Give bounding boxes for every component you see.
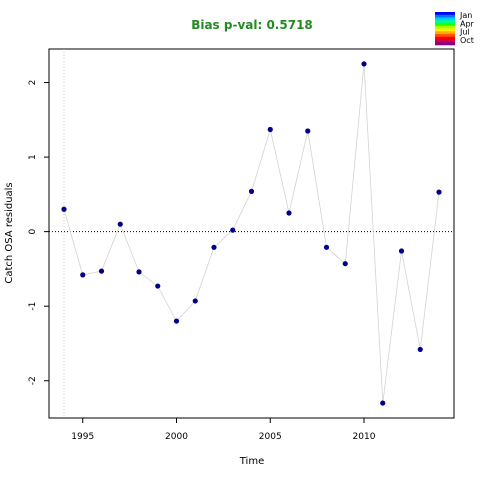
chart-title: Bias p-val: 0.5718 bbox=[191, 18, 313, 32]
data-point-2004 bbox=[248, 188, 255, 194]
x-tick-label-2005: 2005 bbox=[259, 432, 282, 442]
legend-color-band bbox=[435, 17, 455, 21]
plot-frame bbox=[48, 48, 455, 419]
x-axis-label: Time bbox=[239, 456, 264, 467]
legend-color-band bbox=[435, 28, 455, 32]
y-axis: -2 -1 0 1 2 bbox=[28, 80, 49, 385]
data-point-2009 bbox=[342, 261, 348, 267]
data-point-2006 bbox=[286, 210, 292, 216]
data-point-2000 bbox=[173, 318, 180, 324]
legend-color-band bbox=[435, 25, 455, 29]
legend-label-apr: Apr bbox=[460, 19, 475, 28]
data-point-1997 bbox=[117, 221, 123, 227]
data-point-2002 bbox=[211, 244, 217, 250]
residual-line bbox=[63, 63, 440, 404]
x-axis: 1995 2000 2005 2010 bbox=[71, 418, 376, 442]
x-tick-label-2010: 2010 bbox=[353, 432, 376, 442]
data-point-1994 bbox=[61, 206, 67, 212]
y-tick-label-0: 0 bbox=[28, 229, 38, 235]
data-point-2010 bbox=[361, 61, 367, 67]
legend-label-jan: Jan bbox=[459, 11, 472, 20]
data-point-1996 bbox=[98, 268, 105, 274]
data-point-2013 bbox=[417, 346, 423, 353]
data-point-1995 bbox=[80, 272, 86, 278]
y-tick-label-2: 2 bbox=[28, 80, 38, 86]
y-tick-label-1: 1 bbox=[28, 154, 38, 160]
data-point-2007 bbox=[305, 128, 311, 134]
x-tick-label-2000: 2000 bbox=[165, 432, 188, 442]
legend-color-band bbox=[435, 20, 455, 24]
data-point-1999 bbox=[155, 283, 161, 289]
legend-color-band bbox=[435, 14, 455, 18]
y-axis-label: Catch OSA residuals bbox=[4, 182, 15, 283]
data-point-2012 bbox=[398, 248, 405, 254]
legend-color-band bbox=[435, 31, 455, 35]
data-points bbox=[61, 61, 442, 406]
data-point-2005 bbox=[267, 126, 273, 133]
data-point-2014 bbox=[436, 189, 442, 195]
data-point-1998 bbox=[136, 269, 142, 275]
legend-color-band bbox=[435, 42, 455, 46]
legend-color-band bbox=[435, 39, 455, 43]
data-point-2008 bbox=[323, 244, 330, 250]
legend-label-jul: Jul bbox=[459, 28, 470, 37]
x-tick-label-1995: 1995 bbox=[71, 432, 94, 442]
legend-color-band bbox=[435, 23, 455, 27]
legend-color-band bbox=[435, 36, 455, 40]
data-point-2003 bbox=[230, 227, 236, 233]
y-tick-label--2: -2 bbox=[28, 376, 38, 385]
y-tick-label--1: -1 bbox=[28, 302, 38, 311]
series-line bbox=[63, 63, 440, 404]
data-point-2011 bbox=[380, 400, 386, 406]
data-point-2001 bbox=[192, 298, 198, 304]
legend-color-band bbox=[435, 34, 455, 38]
legend-color-band bbox=[435, 12, 455, 16]
legend-label-oct: Oct bbox=[460, 36, 474, 45]
reference-lines bbox=[49, 49, 454, 418]
